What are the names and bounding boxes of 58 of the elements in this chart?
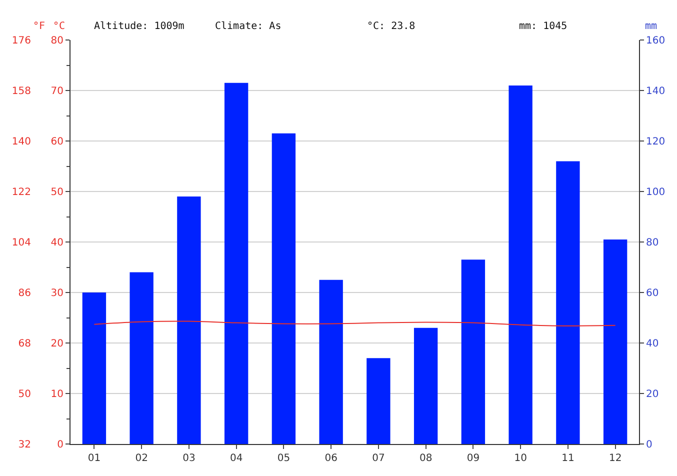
y3-tick-label: 158 — [12, 86, 31, 97]
text: °C: 23.8 — [367, 21, 416, 32]
bar — [556, 161, 580, 444]
y-tick-label: 30 — [50, 288, 64, 299]
bar — [82, 292, 106, 444]
x-tick-label: 12 — [608, 453, 622, 464]
y-tick-label: 70 — [50, 86, 64, 97]
y3-tick-label: 68 — [18, 338, 31, 350]
y-axis-title: °C — [53, 21, 66, 32]
y-tick-label: 20 — [50, 338, 64, 350]
bar — [603, 239, 628, 444]
bar — [272, 133, 296, 444]
y-tick-label: 60 — [50, 136, 64, 148]
y2-tick-label: 40 — [646, 338, 659, 350]
y3-tick-label: 140 — [12, 136, 31, 148]
x-tick-label: 08 — [419, 453, 432, 464]
x-tick-label: 04 — [230, 453, 243, 464]
x-tick-label: 01 — [88, 453, 101, 464]
text: Altitude: 1009m — [94, 21, 184, 32]
bar — [319, 280, 343, 444]
x-tick-label: 10 — [514, 453, 527, 464]
y-tick-label: 0 — [57, 440, 64, 450]
x-tick-label: 03 — [182, 453, 196, 464]
x-tick-label: 05 — [277, 453, 290, 464]
y3-tick-label: 50 — [18, 389, 31, 400]
y-tick-label: 50 — [50, 187, 64, 198]
y3-tick-label: 104 — [12, 238, 31, 248]
bar — [177, 196, 201, 444]
y2-tick-label: 120 — [646, 136, 666, 148]
y-tick-label: 10 — [50, 389, 64, 400]
x-tick-label: 02 — [135, 453, 148, 464]
y3-tick-label: 176 — [12, 36, 31, 46]
y3-tick-label: 86 — [18, 288, 31, 299]
y2-tick-label: 140 — [646, 86, 666, 97]
x-tick-label: 07 — [372, 453, 385, 464]
text: mm: 1045 — [519, 21, 568, 32]
y-tick-label: 80 — [50, 36, 64, 46]
bar — [461, 260, 486, 444]
bar — [224, 82, 248, 444]
y-tick-label: 40 — [50, 238, 64, 248]
y2-tick-label: 20 — [646, 389, 659, 400]
x-tick-label: 06 — [324, 453, 338, 464]
y2-tick-label: 100 — [646, 187, 666, 198]
text: Climate: As — [215, 21, 282, 32]
y2-tick-label: 0 — [646, 440, 652, 450]
y3-tick-label: 32 — [18, 440, 31, 450]
bar — [414, 328, 438, 444]
y2-tick-label: 60 — [646, 288, 659, 299]
bar — [366, 358, 390, 444]
y2-tick-label: 160 — [646, 36, 666, 46]
y3-tick-label: 122 — [12, 187, 31, 198]
y3-axis-title: °F — [33, 21, 46, 32]
bar — [130, 272, 154, 444]
y2-axis-title: mm — [645, 21, 658, 32]
x-tick-label: 09 — [466, 453, 480, 464]
x-tick-label: 11 — [562, 453, 574, 464]
y2-tick-label: 80 — [646, 238, 659, 248]
bar — [508, 85, 532, 444]
